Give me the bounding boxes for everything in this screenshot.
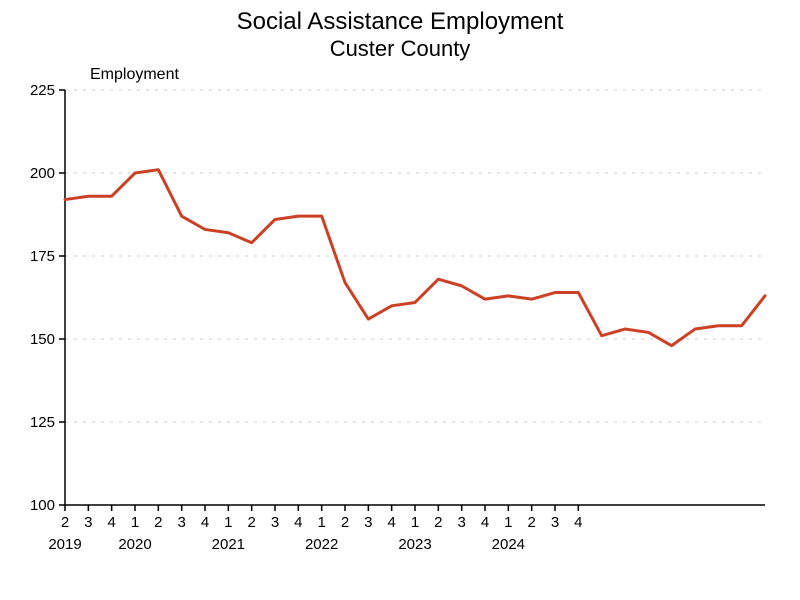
- svg-text:3: 3: [457, 514, 465, 531]
- svg-text:2: 2: [527, 514, 535, 531]
- svg-text:4: 4: [574, 514, 582, 531]
- chart-container: Social Assistance Employment Custer Coun…: [0, 0, 800, 600]
- svg-text:2022: 2022: [305, 536, 338, 553]
- svg-text:1: 1: [504, 514, 512, 531]
- svg-text:125: 125: [30, 414, 55, 431]
- data-line: [65, 170, 765, 346]
- svg-text:2024: 2024: [492, 536, 525, 553]
- svg-text:100: 100: [30, 497, 55, 514]
- svg-text:2: 2: [61, 514, 69, 531]
- chart-subtitle: Custer County: [0, 36, 800, 62]
- svg-text:1: 1: [317, 514, 325, 531]
- svg-text:2021: 2021: [212, 536, 245, 553]
- svg-text:175: 175: [30, 248, 55, 265]
- svg-text:2: 2: [154, 514, 162, 531]
- svg-text:2: 2: [341, 514, 349, 531]
- line-chart: 1001251501752002252341234123412341234123…: [0, 0, 800, 600]
- svg-text:2: 2: [247, 514, 255, 531]
- svg-text:4: 4: [107, 514, 115, 531]
- y-axis-label: Employment: [90, 66, 179, 84]
- svg-text:1: 1: [224, 514, 232, 531]
- svg-text:3: 3: [364, 514, 372, 531]
- svg-text:4: 4: [294, 514, 302, 531]
- svg-text:4: 4: [481, 514, 489, 531]
- svg-text:1: 1: [411, 514, 419, 531]
- svg-text:1: 1: [131, 514, 139, 531]
- svg-text:150: 150: [30, 331, 55, 348]
- svg-text:4: 4: [201, 514, 209, 531]
- chart-title: Social Assistance Employment: [0, 8, 800, 36]
- svg-text:3: 3: [271, 514, 279, 531]
- svg-text:3: 3: [84, 514, 92, 531]
- svg-text:4: 4: [387, 514, 395, 531]
- svg-text:2020: 2020: [118, 536, 151, 553]
- svg-text:2: 2: [434, 514, 442, 531]
- svg-text:200: 200: [30, 165, 55, 182]
- svg-text:225: 225: [30, 82, 55, 99]
- svg-text:2019: 2019: [48, 536, 81, 553]
- svg-text:3: 3: [551, 514, 559, 531]
- svg-text:3: 3: [177, 514, 185, 531]
- svg-text:2023: 2023: [398, 536, 431, 553]
